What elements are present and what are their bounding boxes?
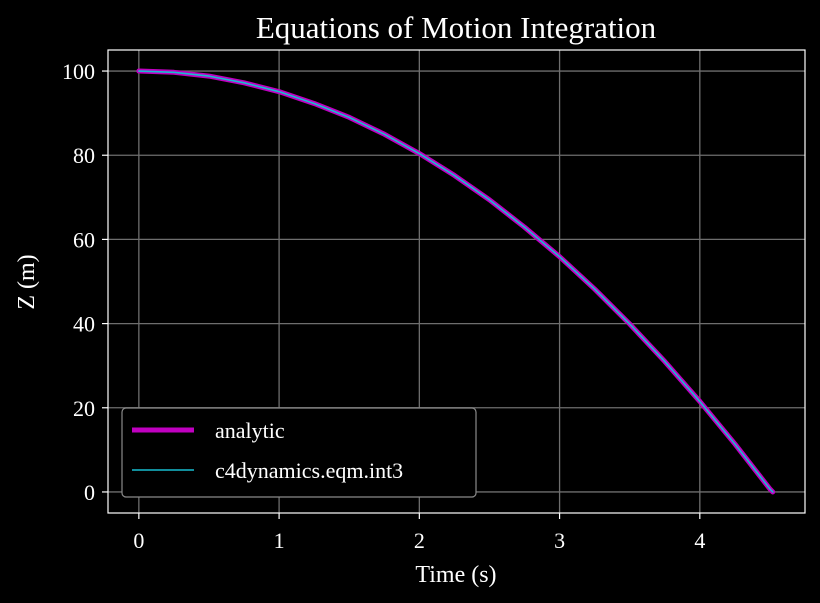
series-line-c4dynamics	[138, 70, 774, 493]
y-tick-label: 0	[84, 480, 95, 505]
x-tick-label: 3	[554, 528, 565, 553]
y-tick-label: 20	[73, 396, 95, 421]
x-tick-label: 2	[414, 528, 425, 553]
chart-title: Equations of Motion Integration	[256, 10, 657, 45]
y-tick-label: 80	[73, 143, 95, 168]
plot-frame	[107, 49, 806, 514]
x-tick-label: 1	[274, 528, 285, 553]
y-tick-label: 40	[73, 312, 95, 337]
legend-box	[121, 407, 477, 498]
grid	[108, 50, 805, 513]
y-tick-label: 60	[73, 227, 95, 252]
x-axis-label: Time (s)	[415, 562, 496, 588]
legend-label-c4dynamics: c4dynamics.eqm.int3	[215, 458, 403, 483]
y-axis-label: Z (m)	[14, 254, 40, 309]
series-group	[136, 68, 776, 495]
y-tick-label: 100	[62, 59, 95, 84]
x-tick-label: 4	[694, 528, 705, 553]
legend: analytic c4dynamics.eqm.int3	[121, 407, 477, 498]
x-tick-label: 0	[133, 528, 144, 553]
legend-label-analytic: analytic	[215, 418, 285, 443]
